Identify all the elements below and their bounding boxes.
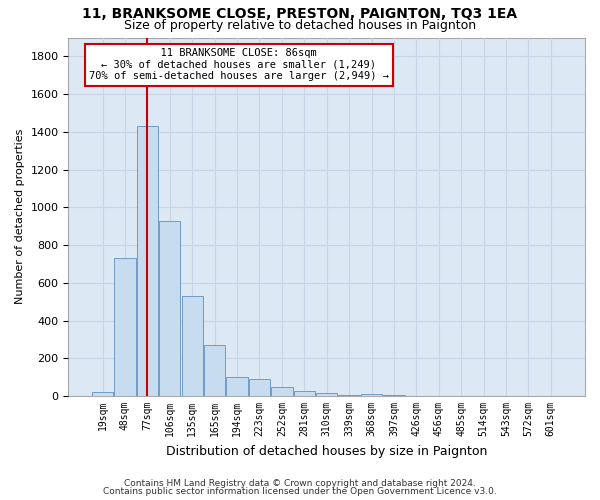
Bar — [226, 377, 248, 396]
Bar — [316, 393, 337, 396]
Text: Size of property relative to detached houses in Paignton: Size of property relative to detached ho… — [124, 18, 476, 32]
Bar — [249, 379, 270, 396]
Text: Contains HM Land Registry data © Crown copyright and database right 2024.: Contains HM Land Registry data © Crown c… — [124, 478, 476, 488]
X-axis label: Distribution of detached houses by size in Paignton: Distribution of detached houses by size … — [166, 444, 487, 458]
Bar — [115, 258, 136, 396]
Text: 11, BRANKSOME CLOSE, PRESTON, PAIGNTON, TQ3 1EA: 11, BRANKSOME CLOSE, PRESTON, PAIGNTON, … — [82, 8, 518, 22]
Bar — [137, 126, 158, 396]
Text: 11 BRANKSOME CLOSE: 86sqm  
← 30% of detached houses are smaller (1,249)
70% of : 11 BRANKSOME CLOSE: 86sqm ← 30% of detac… — [89, 48, 389, 82]
Bar — [271, 386, 293, 396]
Text: Contains public sector information licensed under the Open Government Licence v3: Contains public sector information licen… — [103, 487, 497, 496]
Bar — [92, 392, 113, 396]
Bar — [159, 220, 181, 396]
Bar — [361, 394, 382, 396]
Bar — [293, 392, 315, 396]
Bar — [204, 345, 225, 396]
Bar — [182, 296, 203, 396]
Bar — [338, 395, 360, 396]
Y-axis label: Number of detached properties: Number of detached properties — [15, 129, 25, 304]
